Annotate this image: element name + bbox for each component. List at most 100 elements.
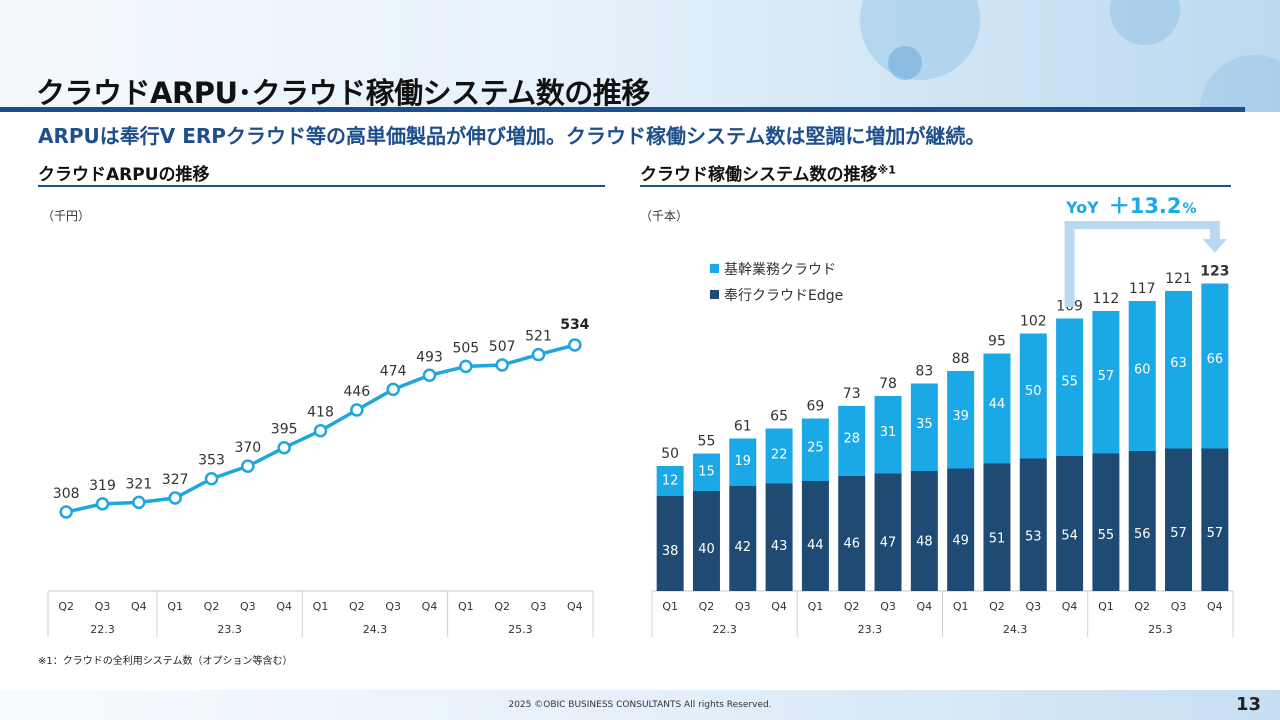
arpu-point (459, 359, 473, 374)
x-tick-label: Q4 (1062, 600, 1078, 613)
bar-edge (692, 491, 720, 591)
bar-edge-label: 56 (1134, 527, 1151, 542)
bar-edge (947, 468, 975, 591)
arpu-point (350, 403, 364, 417)
legend-item-edge: 奉行クラウドEdge (710, 285, 843, 305)
bar-edge (1056, 456, 1084, 591)
arpu-unit-label: （千円） (42, 209, 91, 223)
bar-edge-label: 51 (989, 532, 1006, 547)
arpu-point (241, 459, 255, 473)
arpu-point (568, 338, 582, 352)
bar-edge (1092, 453, 1120, 591)
x-tick-label: Q3 (735, 600, 751, 613)
arpu-point (386, 382, 400, 397)
x-tick-label: Q3 (1025, 600, 1041, 613)
bar-cloud (1201, 283, 1229, 449)
arpu-data-label: 521 (525, 329, 552, 345)
x-group-label: 24.3 (363, 623, 388, 636)
x-tick-label: Q2 (989, 600, 1005, 613)
bar-edge (1201, 448, 1229, 591)
bar-cloud (874, 396, 902, 474)
x-tick-label: Q3 (1171, 600, 1187, 613)
bar-edge-label: 42 (735, 540, 752, 555)
arpu-data-label: 321 (125, 476, 152, 492)
systems-unit-label: （千本） (640, 209, 689, 223)
x-tick-label: Q3 (240, 600, 256, 613)
arpu-point (313, 423, 328, 438)
bar-cloud-label: 55 (1061, 374, 1078, 389)
bar-edge (729, 486, 757, 591)
x-tick-label: Q2 (204, 600, 220, 613)
x-group-label: 22.3 (90, 623, 115, 636)
bar-edge-label: 48 (916, 534, 933, 549)
x-tick-label: Q3 (531, 600, 547, 613)
bar-cloud (729, 438, 757, 486)
footer-background (0, 690, 1280, 720)
bar-cloud-label: 22 (771, 447, 788, 462)
bar-total-label: 102 (1020, 314, 1047, 330)
x-tick-label: Q1 (313, 600, 329, 613)
systems-bar-chart: 22.3 23.3 24.3 25.3 Q1 38 12 50 Q2 40 15 55 Q3 42 19 61… (651, 194, 1234, 637)
bar-cloud-label: 44 (989, 397, 1006, 412)
x-tick-label: Q2 (494, 600, 510, 613)
bar-total-label: 121 (1165, 271, 1192, 287)
arpu-point (132, 495, 146, 510)
arpu-data-label: 446 (343, 384, 370, 400)
bar-edge (1165, 448, 1193, 591)
arpu-point (422, 368, 437, 383)
x-tick-label: Q2 (699, 600, 715, 613)
bar-cloud (1019, 333, 1047, 459)
bar-cloud (947, 371, 975, 469)
bar-edge (838, 476, 866, 591)
arpu-point (277, 440, 291, 455)
bar-cloud-label: 15 (698, 464, 715, 479)
header-decoration (888, 46, 922, 80)
bar-total-label: 61 (734, 419, 752, 435)
arpu-point (168, 491, 182, 505)
bar-edge-label: 43 (771, 539, 788, 554)
x-tick-label: Q3 (880, 600, 896, 613)
x-tick-label: Q1 (167, 600, 183, 613)
bar-edge (656, 496, 684, 591)
arpu-section-title: クラウドARPUの推移 (38, 165, 210, 185)
arpu-data-label: 418 (307, 405, 334, 421)
x-tick-label: Q1 (458, 600, 474, 613)
x-tick-label: Q1 (953, 600, 969, 613)
bar-edge (1019, 458, 1047, 591)
x-group-label: 24.3 (1003, 623, 1028, 636)
x-tick-label: Q3 (95, 600, 111, 613)
arpu-point (531, 347, 546, 362)
bar-cloud-label: 31 (880, 425, 897, 440)
bar-cloud-label: 57 (1098, 369, 1115, 384)
bar-cloud-label: 66 (1207, 352, 1224, 367)
bar-cloud (1056, 318, 1084, 456)
bar-total-label: 112 (1093, 291, 1120, 307)
x-tick-label: Q4 (567, 600, 583, 613)
bar-total-label: 78 (879, 376, 897, 392)
legend-label-edge: 奉行クラウドEdge (724, 288, 844, 304)
bar-cloud (656, 466, 684, 496)
header-background (0, 0, 1280, 112)
bar-cloud-label: 12 (662, 474, 679, 489)
page-subtitle: ARPUは奉行V ERPクラウド等の高単価製品が伸び増加。クラウド稼働システム数… (38, 124, 986, 148)
x-tick-label: Q1 (1098, 600, 1114, 613)
bar-edge-label: 40 (698, 542, 715, 557)
bar-cloud-label: 35 (916, 417, 933, 432)
bar-edge (910, 471, 938, 591)
arpu-point (59, 505, 73, 519)
bar-edge (983, 463, 1011, 591)
x-tick-label: Q4 (276, 600, 292, 613)
x-tick-label: Q2 (58, 600, 74, 613)
systems-section-title: クラウド稼働システム数の推移※1 (640, 160, 896, 185)
bar-cloud (692, 453, 720, 491)
bar-cloud-label: 28 (843, 432, 860, 447)
yoy-percent: % (1183, 201, 1197, 217)
legend-label-cloud: 基幹業務クラウド (724, 262, 836, 278)
footnote: ※1：クラウドの全利用システム数（オプション等含む） (38, 656, 293, 667)
x-tick-label: Q3 (385, 600, 401, 613)
bar-total-label: 65 (770, 409, 788, 425)
bar-cloud (765, 428, 793, 484)
arpu-point (495, 358, 509, 372)
arpu-data-label: 493 (416, 349, 443, 365)
yoy-value: ＋13.2 (1109, 194, 1182, 218)
